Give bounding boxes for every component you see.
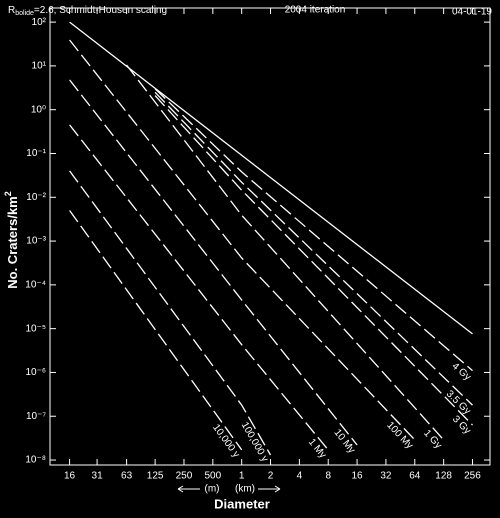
series-line (69, 210, 243, 451)
y-tick-label: 10⁻¹ (26, 148, 46, 159)
y-tick-label: 10⁻⁵ (25, 323, 46, 334)
series-line (69, 21, 473, 335)
y-tick-label: 10¹ (32, 61, 47, 72)
series-label: 4 Gy (450, 361, 473, 383)
y-axis-label: No. Craters/km2 (3, 191, 20, 289)
x-tick-label: 8 (325, 471, 331, 482)
x-axis-label: Diameter (214, 496, 270, 511)
x-tick-label: 31 (92, 471, 104, 482)
x-tick-label: 1 (239, 471, 245, 482)
x-tick-label: 128 (435, 471, 452, 482)
x-tick-label: 4 (297, 471, 303, 482)
series-line (69, 39, 416, 441)
series-line (126, 64, 445, 441)
x-tick-label: 32 (380, 471, 392, 482)
chart-title: Rbolide=2.6, Schmidt-Housen scaling (8, 5, 167, 17)
x-tick-label: 500 (204, 471, 221, 482)
series-label: 3.5 Gy (444, 389, 473, 417)
y-tick-label: 10⁻² (26, 192, 46, 203)
title-sub: bolide (15, 10, 34, 17)
plot-frame (49, 7, 491, 466)
series-label: 1 My (306, 437, 328, 461)
series-line (69, 170, 272, 456)
title-rest: =2.6, Schmidt-Housen scaling (34, 5, 167, 16)
y-tick-label: 10² (32, 17, 47, 28)
y-tick-label: 10⁰ (31, 104, 46, 115)
x-tick-label: 16 (64, 471, 76, 482)
x-tick-label: 256 (464, 471, 481, 482)
series-line (154, 91, 473, 406)
x-tick-label: 16 (352, 471, 364, 482)
series-line (69, 124, 329, 451)
series-label: 3 Gy (450, 414, 473, 437)
y-label-sup: 2 (3, 191, 13, 196)
x-unit-m: (m) (205, 484, 220, 495)
y-tick-label: 10⁻⁸ (25, 455, 46, 466)
series-line (154, 95, 473, 426)
x-tick-label: 64 (409, 471, 421, 482)
subtitle: 2004 iteration (285, 5, 346, 16)
series-label: 1 Gy (421, 428, 443, 451)
x-tick-label: 2 (268, 471, 274, 482)
y-tick-label: 10⁻⁴ (25, 280, 46, 291)
arrow-left (177, 485, 200, 493)
x-tick-label: 250 (176, 471, 193, 482)
y-tick-label: 10⁻³ (26, 236, 46, 247)
x-tick-label: 63 (121, 471, 133, 482)
series-label: 10 My (331, 427, 357, 455)
arrow-right (258, 485, 281, 493)
series-line (154, 88, 473, 372)
x-tick-label: 125 (147, 471, 164, 482)
y-tick-label: 10⁻⁶ (25, 367, 46, 378)
series-line (69, 79, 358, 446)
title-r: R (8, 5, 15, 16)
y-tick-label: 10⁻⁷ (26, 411, 46, 422)
x-unit-km: (km) (235, 484, 255, 495)
y-label-main: No. Craters/km (5, 196, 20, 288)
